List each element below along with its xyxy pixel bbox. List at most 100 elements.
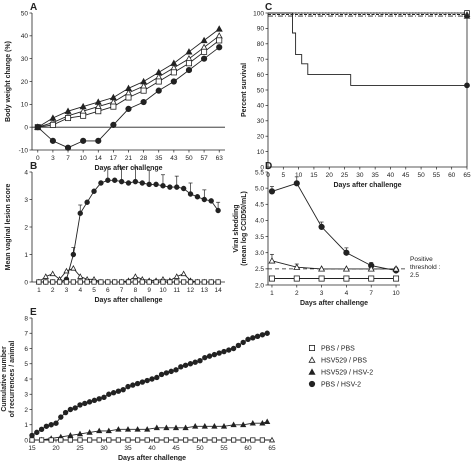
legend-marker bbox=[308, 344, 315, 351]
data-point bbox=[259, 437, 266, 443]
data-point bbox=[146, 181, 152, 188]
data-point bbox=[211, 437, 217, 443]
x-axis-label: Days after challenge bbox=[300, 300, 368, 307]
y-axis-label: Cumulative number bbox=[1, 346, 8, 412]
data-point bbox=[77, 402, 83, 408]
y-tick-label: 4 bbox=[24, 376, 28, 383]
legend-label: PBS / HSV-2 bbox=[321, 381, 361, 388]
y-tick-label: 100 bbox=[253, 10, 264, 17]
x-tick-label: 50 bbox=[417, 172, 425, 179]
data-point bbox=[240, 339, 246, 346]
legend-label: HSV529 / PBS bbox=[321, 357, 367, 364]
y-tick-label: 0 bbox=[24, 124, 28, 131]
data-point bbox=[254, 333, 261, 339]
data-point bbox=[125, 105, 132, 113]
x-tick-label: 11 bbox=[173, 287, 180, 294]
data-point bbox=[38, 426, 45, 433]
series-square-open bbox=[268, 275, 400, 282]
data-point bbox=[70, 279, 76, 285]
data-point bbox=[34, 124, 41, 131]
data-point bbox=[132, 273, 139, 279]
y-tick-label: 2.0 bbox=[255, 282, 264, 289]
data-point bbox=[187, 191, 194, 197]
y-tick-label: 3 bbox=[24, 197, 28, 204]
x-tick-label: 50 bbox=[196, 445, 204, 452]
y-tick-label: 3 bbox=[24, 392, 28, 399]
data-point bbox=[110, 103, 117, 110]
data-point bbox=[194, 194, 201, 200]
x-tick-label: 55 bbox=[433, 172, 441, 179]
x-tick-label: 10 bbox=[80, 155, 88, 162]
data-point bbox=[264, 418, 271, 425]
x-tick-label: 35 bbox=[372, 172, 380, 179]
x-tick-label: 20 bbox=[326, 172, 334, 179]
data-point bbox=[29, 437, 35, 443]
data-point bbox=[34, 429, 40, 436]
data-point bbox=[134, 426, 141, 432]
data-point bbox=[48, 437, 54, 443]
y-tick-label: 80 bbox=[257, 41, 265, 48]
data-point bbox=[180, 270, 187, 277]
data-point bbox=[187, 361, 194, 367]
data-point bbox=[208, 198, 214, 204]
threshold-label: 2.5 bbox=[410, 272, 419, 279]
y-tick-label: 50 bbox=[21, 10, 29, 17]
data-point bbox=[132, 178, 139, 185]
y-tick-label: 5.5 bbox=[255, 169, 264, 176]
data-point bbox=[96, 396, 102, 402]
x-tick-label: 20 bbox=[52, 445, 60, 452]
legend-marker bbox=[308, 356, 316, 363]
data-point bbox=[226, 347, 232, 353]
data-point bbox=[98, 180, 104, 186]
data-point bbox=[187, 279, 194, 285]
data-point bbox=[48, 422, 54, 428]
data-point bbox=[53, 420, 59, 426]
x-tick-label: 60 bbox=[448, 172, 456, 179]
data-point bbox=[230, 437, 237, 443]
data-point bbox=[63, 279, 70, 285]
data-point bbox=[230, 345, 237, 352]
y-tick-label: 4.0 bbox=[255, 218, 264, 225]
x-tick-label: 5 bbox=[92, 287, 96, 294]
data-point bbox=[182, 437, 189, 443]
data-point bbox=[343, 249, 350, 256]
data-point bbox=[318, 265, 326, 272]
data-point bbox=[95, 137, 102, 144]
x-axis-label: Days after challenge bbox=[94, 297, 162, 304]
data-point bbox=[293, 263, 301, 270]
data-point bbox=[106, 391, 112, 397]
data-point bbox=[139, 180, 145, 186]
data-point bbox=[216, 44, 223, 51]
panel-c: C010203040506070809010005101520253035404… bbox=[241, 2, 471, 189]
data-point bbox=[86, 429, 93, 435]
data-point bbox=[64, 144, 72, 151]
y-axis-label: Percent survival bbox=[241, 63, 248, 117]
data-point bbox=[163, 370, 170, 376]
data-point bbox=[201, 279, 207, 285]
data-point bbox=[80, 112, 87, 119]
threshold-label: threshold : bbox=[410, 264, 441, 271]
data-point bbox=[84, 279, 90, 285]
x-tick-label: 13 bbox=[201, 287, 209, 294]
data-point bbox=[259, 332, 266, 338]
series-triangle-filled bbox=[268, 12, 471, 19]
data-point bbox=[268, 257, 276, 264]
data-point bbox=[49, 121, 56, 128]
y-tick-label: 3.5 bbox=[255, 234, 264, 241]
data-point bbox=[342, 265, 350, 272]
y-tick-label: 8 bbox=[24, 315, 28, 322]
y-tick-label: 0 bbox=[24, 437, 28, 444]
data-point bbox=[144, 377, 150, 384]
y-tick-label: 30 bbox=[257, 118, 265, 125]
series-square-open bbox=[36, 279, 221, 285]
data-point bbox=[125, 279, 132, 285]
data-point bbox=[134, 437, 141, 443]
data-point bbox=[91, 188, 97, 194]
data-point bbox=[101, 394, 107, 400]
y-tick-label: 6 bbox=[24, 346, 28, 353]
data-point bbox=[368, 275, 375, 282]
legend-marker bbox=[308, 368, 316, 375]
data-point bbox=[72, 405, 78, 411]
x-tick-label: 5 bbox=[281, 172, 285, 179]
